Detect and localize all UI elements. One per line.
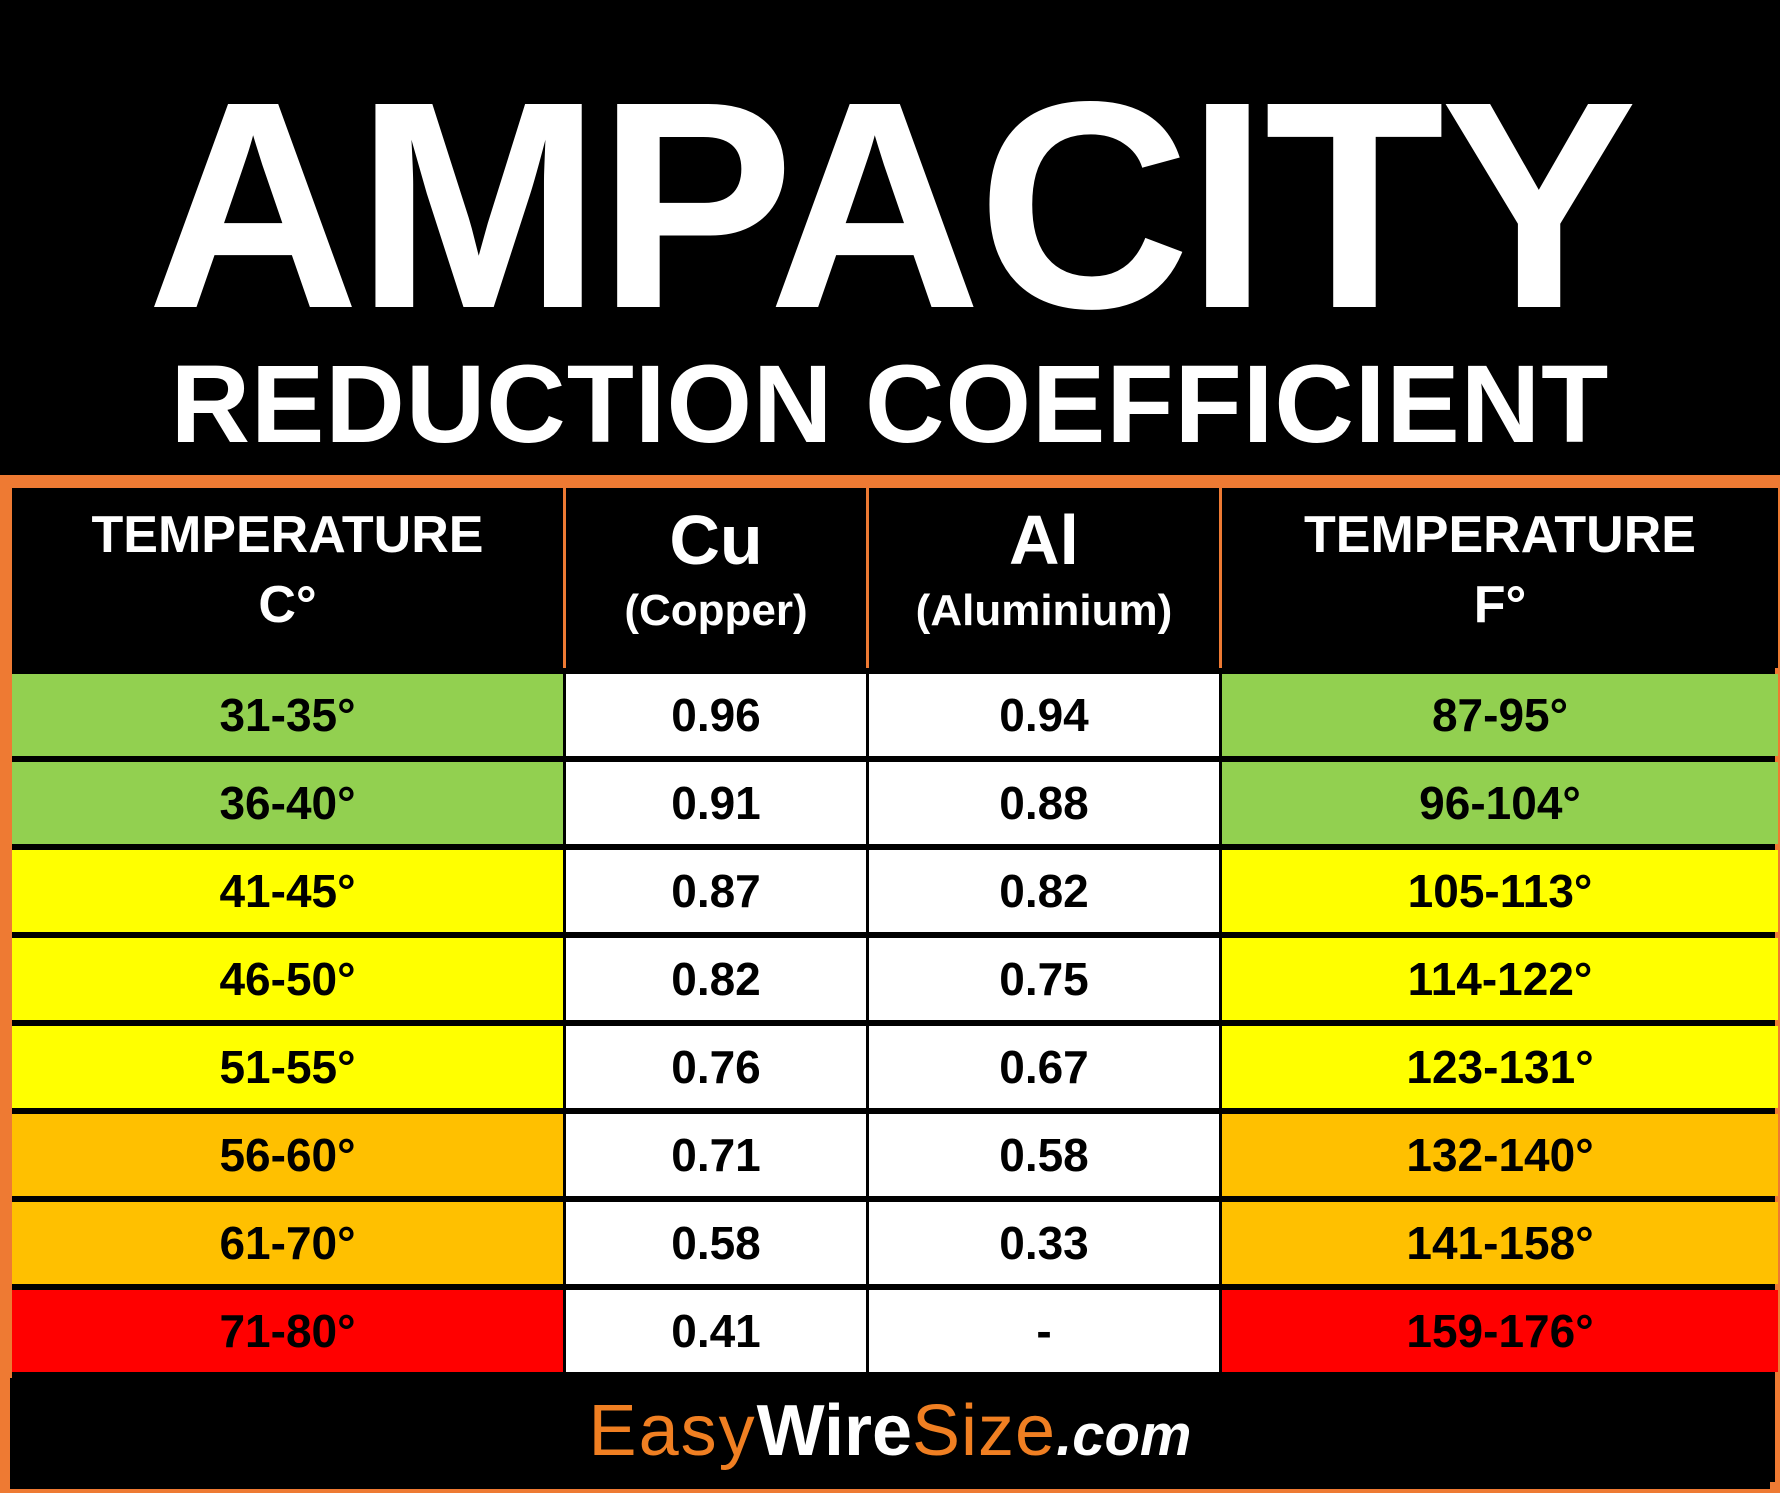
cell-temp-f: 96-104°	[1222, 762, 1778, 844]
cell-aluminium: 0.88	[869, 762, 1219, 844]
header-temperature-f-label: TEMPERATURE	[1304, 506, 1696, 564]
cell-temp-f: 132-140°	[1222, 1114, 1778, 1196]
cell-copper: 0.82	[566, 938, 866, 1020]
cell-temp-f: 87-95°	[1222, 674, 1778, 756]
column-divider	[563, 1202, 566, 1284]
cell-temp-c: 71-80°	[12, 1290, 563, 1372]
easywiresize-logo: EasyWireSize.com	[589, 1386, 1192, 1481]
cell-temp-c: 41-45°	[12, 850, 563, 932]
cell-temp-c: 61-70°	[12, 1202, 563, 1284]
column-divider	[1219, 1026, 1222, 1108]
cell-temp-f: 114-122°	[1222, 938, 1778, 1020]
header-copper-symbol: Cu	[669, 501, 763, 579]
cell-aluminium: 0.75	[869, 938, 1219, 1020]
coefficient-table: TEMPERATURE C° Cu (Copper) Al (Aluminium…	[12, 488, 1778, 1482]
cell-aluminium: 0.33	[869, 1202, 1219, 1284]
cell-copper: 0.96	[566, 674, 866, 756]
column-divider	[866, 674, 869, 756]
cell-aluminium: 0.67	[869, 1026, 1219, 1108]
header-aluminium: Al (Aluminium)	[869, 488, 1219, 668]
cell-aluminium: 0.58	[869, 1114, 1219, 1196]
header-divider	[1219, 488, 1222, 668]
column-divider	[1219, 850, 1222, 932]
cell-copper: 0.76	[566, 1026, 866, 1108]
cell-temp-c: 51-55°	[12, 1026, 563, 1108]
page-title: AMPACITY	[146, 40, 1638, 370]
cell-temp-c: 46-50°	[12, 938, 563, 1020]
column-divider	[866, 1114, 869, 1196]
logo-easy: Easy	[588, 1391, 757, 1471]
header-temperature-c-label: TEMPERATURE	[91, 506, 484, 564]
column-divider	[563, 1026, 566, 1108]
cell-aluminium: 0.94	[869, 674, 1219, 756]
header-temperature-f: TEMPERATURE F°	[1222, 488, 1778, 668]
column-divider	[563, 674, 566, 756]
column-divider	[866, 850, 869, 932]
column-divider	[1219, 1202, 1222, 1284]
cell-copper: 0.91	[566, 762, 866, 844]
column-divider	[563, 1290, 566, 1372]
cell-temp-f: 123-131°	[1222, 1026, 1778, 1108]
column-divider	[1219, 1114, 1222, 1196]
column-divider	[563, 762, 566, 844]
header-copper-name: (Copper)	[624, 586, 808, 635]
cell-copper: 0.58	[566, 1202, 866, 1284]
cell-temp-f: 141-158°	[1222, 1202, 1778, 1284]
header-aluminium-name: (Aluminium)	[915, 586, 1173, 635]
page-subtitle: REDUCTION COEFFICIENT	[170, 343, 1610, 466]
cell-copper: 0.71	[566, 1114, 866, 1196]
column-divider	[563, 938, 566, 1020]
column-divider	[563, 1114, 566, 1196]
header-aluminium-symbol: Al	[1009, 501, 1079, 579]
cell-temp-c: 36-40°	[12, 762, 563, 844]
logo-wire: Wire	[756, 1391, 913, 1471]
cell-temp-c: 31-35°	[12, 674, 563, 756]
header-divider	[866, 488, 869, 668]
header-temperature-f-unit: F°	[1473, 576, 1527, 634]
header-copper: Cu (Copper)	[566, 488, 866, 668]
footer: EasyWireSize.com	[10, 1378, 1770, 1489]
cell-aluminium: 0.82	[869, 850, 1219, 932]
logo-size: Size	[912, 1391, 1057, 1471]
header-temperature-c-unit: C°	[258, 576, 317, 634]
logo-tld: .com	[1056, 1403, 1192, 1468]
cell-aluminium: -	[869, 1290, 1219, 1372]
column-divider	[866, 762, 869, 844]
header-temperature-c: TEMPERATURE C°	[12, 488, 563, 668]
cell-copper: 0.87	[566, 850, 866, 932]
column-divider	[1219, 674, 1222, 756]
column-divider	[866, 1290, 869, 1372]
table-frame: TEMPERATURE C° Cu (Copper) Al (Aluminium…	[0, 475, 1780, 1493]
cell-temp-c: 56-60°	[12, 1114, 563, 1196]
column-divider	[866, 1202, 869, 1284]
column-divider	[866, 938, 869, 1020]
cell-temp-f: 105-113°	[1222, 850, 1778, 932]
column-divider	[1219, 938, 1222, 1020]
column-divider	[1219, 762, 1222, 844]
cell-copper: 0.41	[566, 1290, 866, 1372]
column-divider	[866, 1026, 869, 1108]
column-divider	[1219, 1290, 1222, 1372]
column-divider	[563, 850, 566, 932]
cell-temp-f: 159-176°	[1222, 1290, 1778, 1372]
header-divider	[563, 488, 566, 668]
